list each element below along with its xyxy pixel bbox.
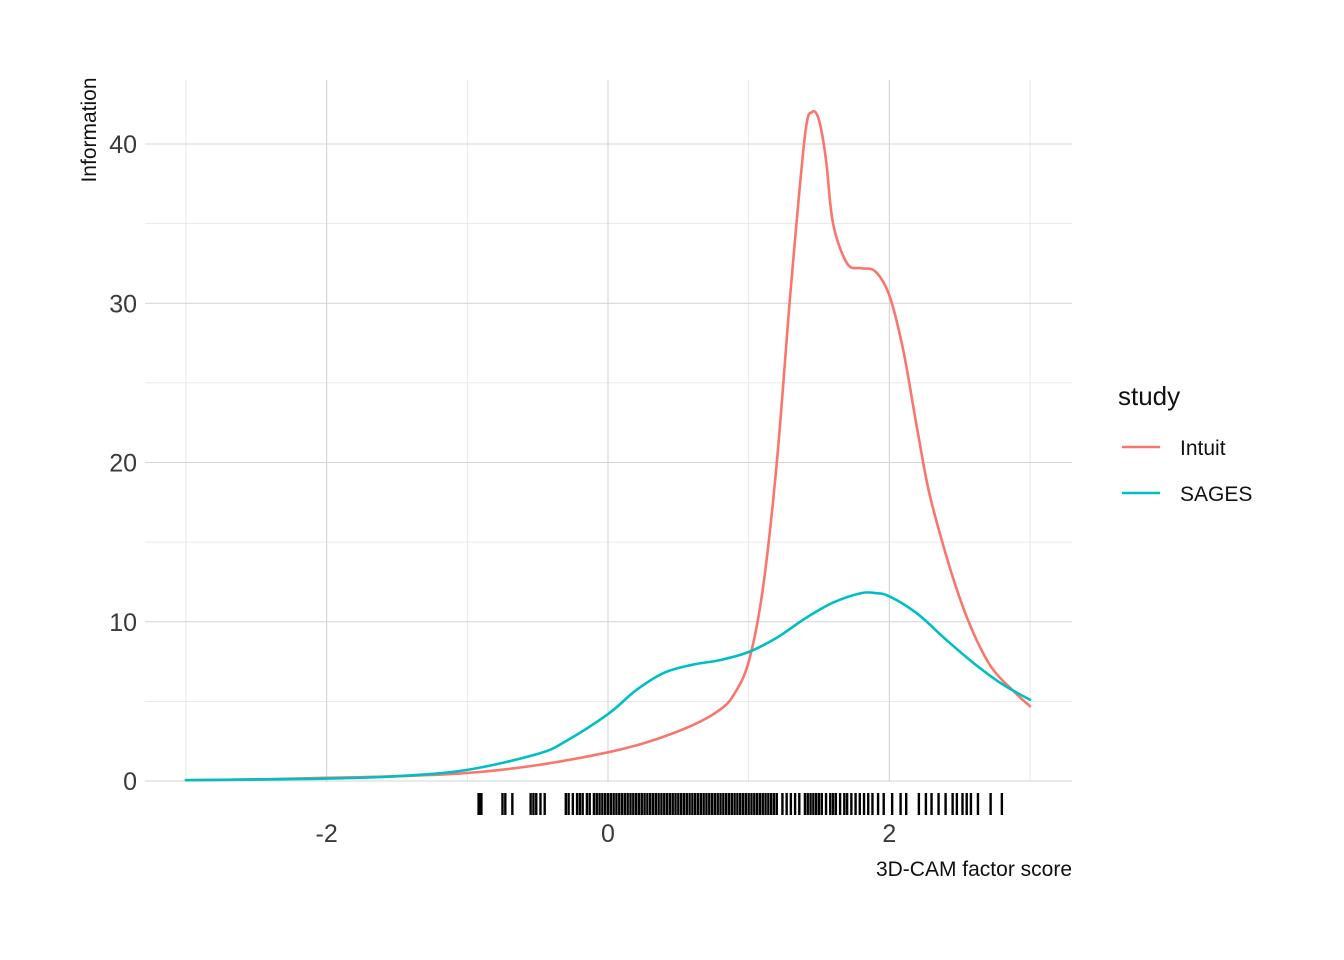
x-axis-title: 3D-CAM factor score — [876, 858, 1072, 881]
y-tick-label: 0 — [123, 768, 137, 796]
x-tick-label: -2 — [316, 820, 338, 848]
series-line-sages — [184, 590, 1032, 782]
legend: study Intuit SAGES — [1118, 381, 1252, 506]
series-line-intuit — [184, 109, 1032, 782]
legend-item-intuit: Intuit — [1122, 437, 1226, 460]
x-tick-label: 0 — [601, 820, 615, 848]
y-axis-title: Information — [78, 77, 101, 182]
y-axis-ticks: 0 10 20 30 40 — [109, 131, 137, 796]
legend-item-sages: SAGES — [1122, 483, 1252, 506]
legend-label: Intuit — [1180, 437, 1226, 460]
series-layer — [184, 109, 1032, 782]
y-tick-label: 10 — [109, 609, 137, 637]
major-gridlines-x — [326, 80, 890, 782]
y-tick-label: 40 — [109, 131, 137, 159]
major-gridlines-y — [145, 143, 1072, 782]
y-tick-label: 30 — [109, 290, 137, 318]
x-tick-label: 2 — [882, 820, 896, 848]
minor-gridlines-x — [185, 80, 1031, 782]
rug-marks — [477, 793, 1004, 815]
x-axis-ticks: -2 0 2 — [316, 820, 897, 848]
legend-title: study — [1118, 381, 1180, 411]
y-tick-label: 20 — [109, 450, 137, 478]
legend-label: SAGES — [1180, 483, 1252, 506]
